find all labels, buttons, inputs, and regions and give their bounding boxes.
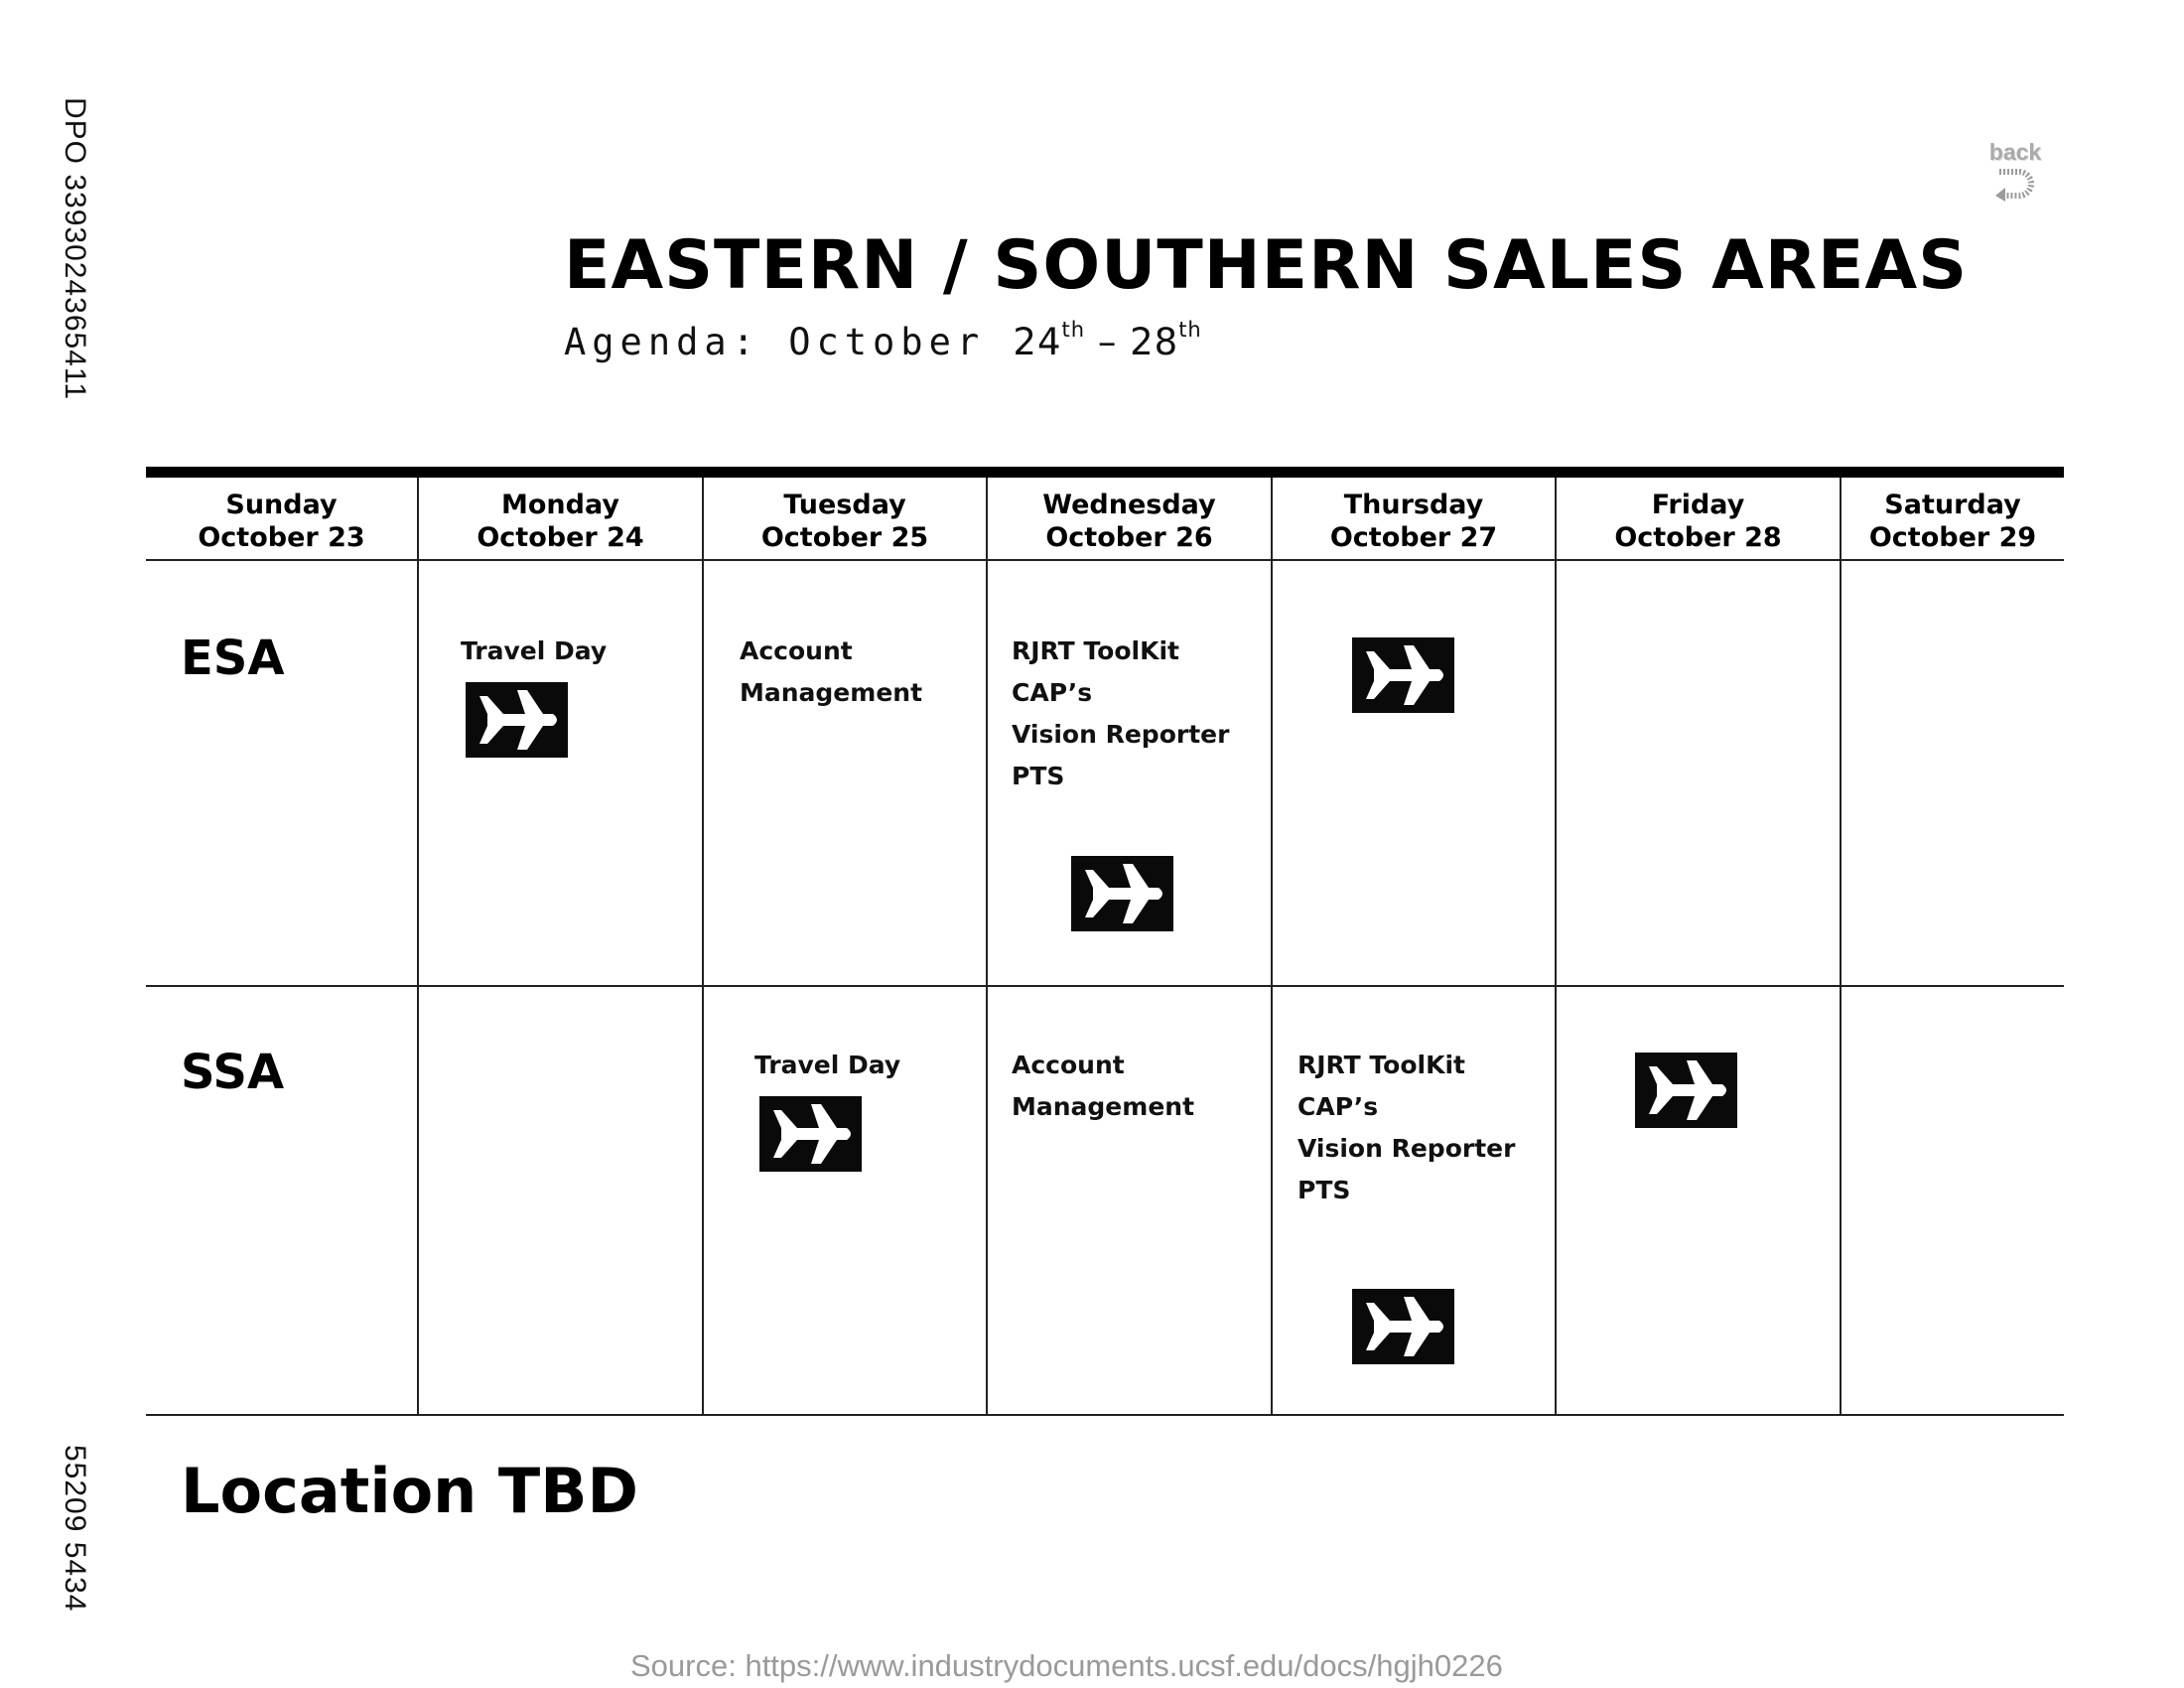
airplane-icon: [466, 682, 568, 758]
ssa-wednesday-text: Account Management: [1012, 1045, 1194, 1128]
esa-tuesday-text: Account Management: [740, 631, 922, 714]
header-divider: [146, 559, 2064, 561]
weekday-label: Thursday: [1343, 490, 1484, 520]
esa-wednesday-text: RJRT ToolKit CAP’s Vision Reporter PTS: [1012, 631, 1229, 797]
day-header-monday: Monday October 24: [419, 489, 702, 558]
day-header-saturday: Saturday October 29: [1842, 489, 2064, 558]
weekday-label: Wednesday: [1042, 490, 1216, 520]
column-divider: [702, 478, 704, 1416]
cell-line: CAP’s: [1012, 678, 1093, 707]
cell-line: RJRT ToolKit: [1012, 636, 1179, 665]
document-code-top: DPO 3393024365411: [59, 97, 91, 401]
date-label: October 25: [760, 522, 929, 553]
agenda-end-suffix: th: [1178, 318, 1202, 342]
source-url: Source: https://www.industrydocuments.uc…: [630, 1648, 1503, 1683]
airplane-icon: [1635, 1053, 1737, 1128]
schedule-table: Sunday October 23 Monday October 24 Tues…: [146, 467, 2064, 1416]
weekday-label: Tuesday: [783, 490, 906, 520]
date-label: October 24: [477, 522, 644, 553]
date-label: October 23: [198, 522, 365, 553]
cell-line: CAP’s: [1297, 1092, 1379, 1121]
column-divider: [1840, 478, 1842, 1416]
date-label: October 29: [1868, 522, 2037, 553]
column-divider: [986, 478, 988, 1416]
airplane-icon: [1352, 637, 1454, 713]
back-label: back: [1988, 139, 2042, 165]
table-bottom-rule: [146, 1414, 2064, 1416]
cell-line: PTS: [1297, 1176, 1351, 1204]
ssa-tuesday-text: Travel Day: [754, 1045, 900, 1086]
row-divider: [146, 985, 2064, 987]
date-label: October 27: [1329, 522, 1498, 553]
location-note: Location TBD: [181, 1455, 638, 1527]
cell-line: Travel Day: [754, 1051, 901, 1079]
cell-line: Vision Reporter: [1297, 1134, 1516, 1163]
row-label-esa: ESA: [181, 631, 285, 686]
day-header-thursday: Thursday October 27: [1273, 489, 1555, 558]
row-label-ssa: SSA: [181, 1045, 285, 1100]
document-code-bottom: 55209 5434: [59, 1445, 91, 1613]
cell-line: Management: [740, 678, 923, 707]
weekday-label: Monday: [501, 490, 619, 520]
airplane-icon: [759, 1096, 862, 1172]
weekday-label: Saturday: [1884, 490, 2021, 520]
date-label: October 28: [1614, 522, 1782, 553]
esa-monday-text: Travel Day: [461, 631, 607, 672]
agenda-start-day: 24: [1013, 321, 1062, 363]
cell-line: Vision Reporter: [1012, 720, 1230, 749]
day-header-friday: Friday October 28: [1557, 489, 1840, 558]
page-title: EASTERN / SOUTHERN SALES AREAS: [564, 226, 1969, 305]
agenda-end-day: 28: [1130, 321, 1179, 363]
airplane-icon: [1352, 1289, 1454, 1364]
day-header-tuesday: Tuesday October 25: [704, 489, 986, 558]
return-arrow-icon: [1995, 169, 2034, 202]
agenda-separator: –: [1085, 321, 1131, 363]
back-button[interactable]: back: [1976, 139, 2055, 218]
weekday-label: Friday: [1651, 490, 1745, 520]
column-divider: [1555, 478, 1557, 1416]
date-label: October 26: [1045, 522, 1213, 553]
day-header-sunday: Sunday October 23: [146, 489, 417, 558]
column-divider: [1271, 478, 1273, 1416]
cell-line: RJRT ToolKit: [1297, 1051, 1465, 1079]
cell-line: Travel Day: [461, 636, 608, 665]
airplane-icon: [1071, 856, 1173, 931]
ssa-thursday-text: RJRT ToolKit CAP’s Vision Reporter PTS: [1297, 1045, 1515, 1211]
cell-line: Account: [740, 636, 853, 665]
cell-line: Management: [1012, 1092, 1195, 1121]
cell-line: PTS: [1012, 762, 1065, 790]
agenda-dates: Agenda: October 24th – 28th: [564, 318, 1202, 363]
weekday-label: Sunday: [225, 490, 338, 520]
column-divider: [417, 478, 419, 1416]
agenda-start-suffix: th: [1061, 318, 1086, 342]
table-top-rule: [146, 467, 2064, 478]
day-header-wednesday: Wednesday October 26: [988, 489, 1271, 558]
cell-line: Account: [1012, 1051, 1125, 1079]
agenda-prefix: Agenda: October: [564, 321, 1014, 363]
